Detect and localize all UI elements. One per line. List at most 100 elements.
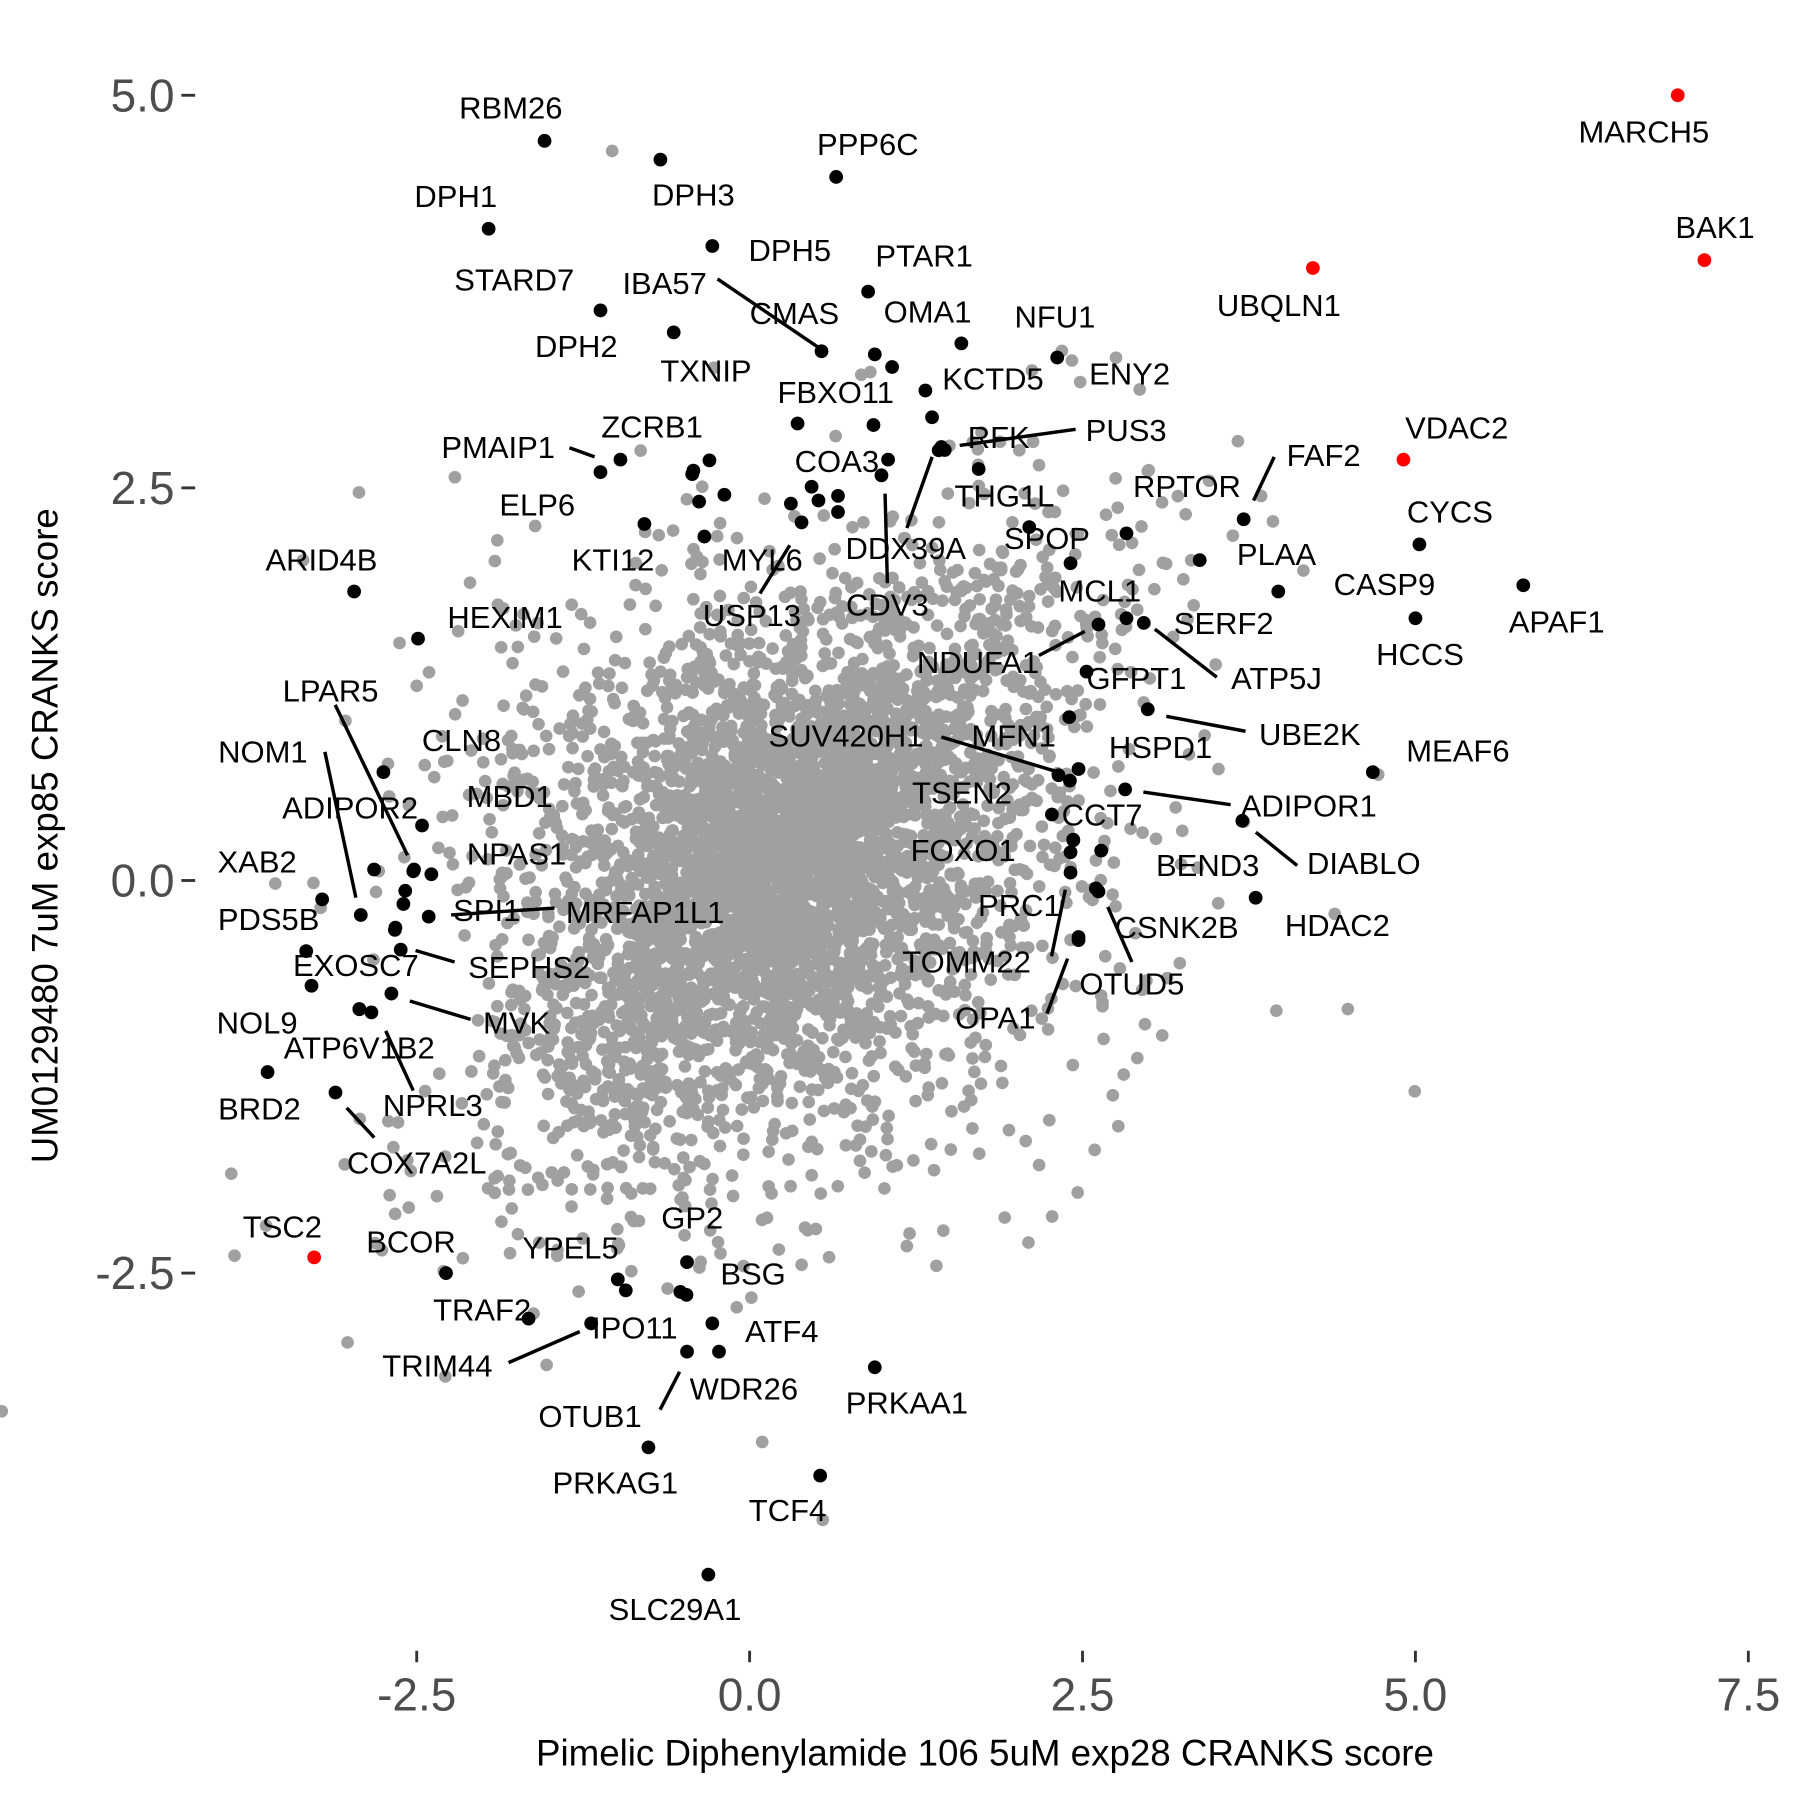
background-point <box>639 622 652 636</box>
background-point <box>851 820 864 833</box>
data-point-dph3 <box>653 152 668 167</box>
background-point <box>602 801 615 814</box>
point-label: GFPT1 <box>1087 661 1187 696</box>
background-point <box>882 835 895 848</box>
background-point <box>569 861 583 874</box>
background-point <box>907 621 920 634</box>
background-point <box>627 1214 640 1228</box>
background-point <box>462 788 476 802</box>
background-point <box>422 665 436 679</box>
data-point-eny2 <box>1050 350 1065 365</box>
background-point <box>1096 593 1110 607</box>
background-point <box>954 883 968 896</box>
background-point <box>789 845 803 858</box>
background-point <box>929 809 943 823</box>
data-point-march5 <box>1670 88 1685 103</box>
background-point <box>924 1137 938 1151</box>
data-point-hexim1 <box>411 631 425 646</box>
background-point <box>777 853 791 867</box>
background-point <box>745 868 759 882</box>
background-point <box>700 647 714 661</box>
background-point <box>825 752 839 765</box>
point-label: COX7A2L <box>347 1145 487 1180</box>
background-point <box>1107 856 1121 869</box>
background-point <box>958 725 972 738</box>
background-point <box>755 1213 769 1227</box>
background-point <box>1025 364 1039 377</box>
leader-line <box>333 704 410 856</box>
background-point <box>834 773 848 786</box>
point-label: TCF4 <box>749 1493 826 1528</box>
background-point <box>0 1404 9 1418</box>
background-point <box>1014 614 1027 628</box>
background-point <box>503 1246 517 1260</box>
background-point <box>565 1021 578 1035</box>
point-label: PRKAG1 <box>552 1466 678 1501</box>
point-label: TRIM44 <box>382 1349 492 1384</box>
leader-line <box>1038 629 1086 658</box>
data-point-wdr26 <box>712 1344 726 1359</box>
background-point <box>891 896 905 909</box>
background-point <box>1111 1119 1125 1133</box>
background-point <box>489 1137 503 1151</box>
background-point <box>949 669 962 683</box>
background-point <box>740 925 753 938</box>
background-point <box>391 1116 405 1129</box>
point-label: CYCS <box>1407 494 1493 529</box>
background-point <box>746 987 760 1001</box>
background-point <box>822 684 836 697</box>
background-point <box>436 810 450 824</box>
background-point <box>591 915 604 928</box>
background-point <box>958 687 972 700</box>
background-point <box>979 1038 993 1052</box>
background-point <box>777 703 790 716</box>
background-point <box>367 953 380 966</box>
data-point-hccs <box>1408 611 1423 626</box>
background-point <box>530 949 544 962</box>
background-point <box>940 580 954 593</box>
background-point <box>880 1121 894 1135</box>
data-point-vdac2 <box>1396 452 1411 467</box>
data-point-stard7 <box>593 303 608 318</box>
data-point-atp5j <box>1136 616 1151 630</box>
background-point <box>552 1058 566 1071</box>
y-tick-label: 2.5 <box>111 462 175 514</box>
background-point <box>456 694 469 707</box>
background-point <box>611 1222 624 1236</box>
background-point <box>1169 801 1182 814</box>
background-point <box>579 887 592 901</box>
background-point <box>491 1169 504 1183</box>
point-label: PLAA <box>1237 537 1317 572</box>
background-point <box>562 760 575 774</box>
background-point <box>643 1128 657 1142</box>
background-point <box>899 1070 913 1083</box>
background-point <box>1176 573 1190 586</box>
data-point-rptor <box>1119 526 1134 541</box>
background-point <box>629 556 643 570</box>
background-point <box>1115 623 1129 637</box>
background-point <box>1049 687 1063 701</box>
background-point <box>653 840 666 854</box>
background-point <box>604 747 618 761</box>
background-point <box>1032 880 1046 893</box>
background-point <box>656 797 669 811</box>
background-point <box>1071 684 1085 697</box>
background-point <box>773 1019 786 1032</box>
background-point <box>811 601 824 615</box>
background-point <box>798 1064 812 1077</box>
background-point <box>809 684 822 698</box>
background-point <box>1118 595 1132 609</box>
background-point <box>878 959 892 972</box>
background-point <box>730 1119 744 1133</box>
background-point <box>689 638 703 651</box>
background-point <box>430 1189 444 1203</box>
background-point <box>591 666 605 679</box>
background-point <box>667 1022 680 1035</box>
background-point <box>798 958 812 971</box>
background-point <box>814 1187 828 1200</box>
background-point <box>644 990 657 1003</box>
background-point <box>669 678 683 692</box>
background-point <box>828 990 842 1003</box>
background-point <box>860 1094 874 1107</box>
background-point <box>686 762 699 775</box>
